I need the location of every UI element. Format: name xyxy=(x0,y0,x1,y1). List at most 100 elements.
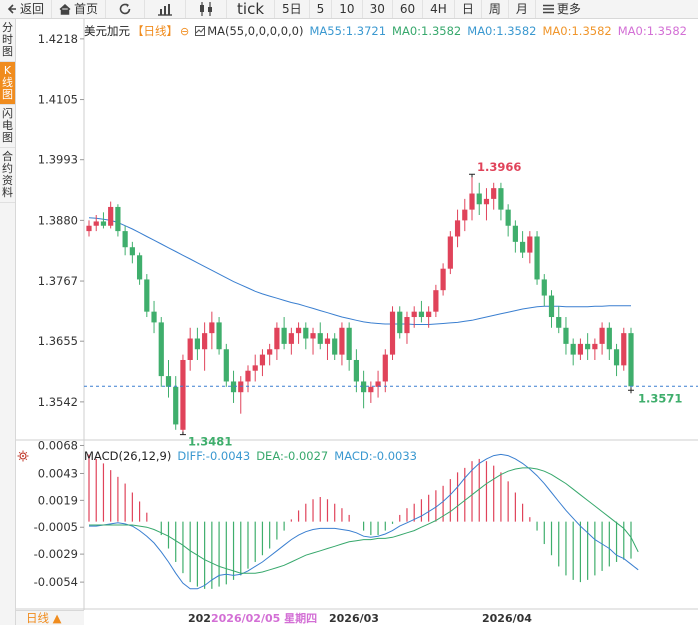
candle-body xyxy=(506,210,511,226)
macd-tick-label: -0.0029 xyxy=(34,547,78,561)
period-day[interactable]: 日 xyxy=(455,0,482,18)
candle-body xyxy=(130,247,135,255)
chart-area[interactable]: 1.4218 1.4105 1.3993 1.3880 1.3767 1.3655 1.35… xyxy=(16,19,698,625)
candle-body xyxy=(448,236,453,268)
candle-type-button[interactable] xyxy=(186,0,227,18)
candle-body xyxy=(361,381,366,392)
ma-setting-icon[interactable] xyxy=(195,26,205,36)
candle-body xyxy=(585,344,590,349)
period-switch-tab[interactable]: 日线 ▲ xyxy=(16,610,84,625)
refresh-icon xyxy=(118,2,132,16)
macd-tick-label: -0.0005 xyxy=(34,520,78,534)
menu-icon xyxy=(543,4,554,14)
price-tick-label: 1.3880 xyxy=(38,213,78,227)
price-tick-label: 1.3993 xyxy=(38,153,78,167)
back-arrow-icon xyxy=(7,4,17,14)
candle-body xyxy=(390,312,395,355)
macd-value: MACD:-0.0033 xyxy=(334,449,417,463)
candle-body xyxy=(224,349,229,381)
period-week[interactable]: 周 xyxy=(482,0,509,18)
candle-body xyxy=(599,328,604,344)
price-tick-label: 1.3655 xyxy=(38,334,78,348)
home-button[interactable]: 首页 xyxy=(52,0,106,18)
dea-value: DEA:-0.0027 xyxy=(256,449,328,463)
indicator-button[interactable] xyxy=(145,0,186,18)
tab-kline[interactable]: K线图 xyxy=(0,62,15,105)
candle-body xyxy=(101,221,106,225)
ma0-value-2: MA0:1.3582 xyxy=(467,24,536,38)
candle-body xyxy=(86,226,91,231)
candle-body xyxy=(274,328,279,349)
period-month[interactable]: 月 xyxy=(509,0,536,18)
candle-body xyxy=(520,242,525,253)
back-button[interactable]: 返回 xyxy=(0,0,52,18)
period-5min[interactable]: 5 xyxy=(310,0,333,18)
candle-body xyxy=(238,381,243,392)
macd-params-label: MACD(26,12,9) xyxy=(84,449,171,463)
period-toggle-icon[interactable]: ⊖ xyxy=(180,25,189,38)
candle-body xyxy=(477,194,482,205)
high-price-label: 1.3966 xyxy=(477,160,521,174)
candle-body xyxy=(462,210,467,221)
candle-body xyxy=(159,322,164,376)
candle-body xyxy=(412,312,417,317)
candlestick-icon xyxy=(198,2,214,16)
candle-body xyxy=(188,339,193,360)
tick-button[interactable]: tick xyxy=(227,0,275,18)
top-toolbar: 返回 首页 tick 5日 5 10 30 60 4H 日 周 月 更多 xyxy=(0,0,698,19)
candle-body xyxy=(607,328,612,349)
ma0-value-1: MA0:1.3582 xyxy=(392,24,461,38)
candle-body xyxy=(318,333,323,344)
candle-body xyxy=(245,371,250,382)
tab-contract-info[interactable]: 合约资料 xyxy=(0,148,15,203)
price-tick-label: 1.3767 xyxy=(38,274,78,288)
ma55-value: MA55:1.3721 xyxy=(309,24,386,38)
candle-body xyxy=(166,376,171,387)
macd-tick-label: -0.0054 xyxy=(34,575,78,589)
left-sidebar: 分时图 K线图 闪电图 合约资料 xyxy=(0,19,16,625)
candle-body xyxy=(289,333,294,344)
candle-body xyxy=(137,255,142,279)
candle-body xyxy=(354,360,359,381)
ma0-value-4: MA0:1.3582 xyxy=(618,24,687,38)
x-tick-label: 2026/02/05 星期四 xyxy=(211,611,317,625)
home-label: 首页 xyxy=(74,0,98,18)
candle-body xyxy=(325,339,330,344)
period-4h[interactable]: 4H xyxy=(423,0,455,18)
last-price-label: 1.3571 xyxy=(638,391,682,405)
candle-body xyxy=(542,279,547,295)
candle-body xyxy=(592,344,597,349)
macd-tick-label: 0.0019 xyxy=(38,493,78,507)
candle-body xyxy=(310,333,315,338)
candle-body xyxy=(383,355,388,382)
more-button[interactable]: 更多 xyxy=(536,0,588,18)
candle-body xyxy=(123,231,128,247)
period-60min[interactable]: 60 xyxy=(393,0,423,18)
candle-body xyxy=(534,236,539,279)
refresh-button[interactable] xyxy=(106,0,145,18)
macd-legend: MACD(26,12,9) DIFF:-0.0043 DEA:-0.0027 M… xyxy=(20,449,417,463)
candle-body xyxy=(368,387,373,392)
period-30min[interactable]: 30 xyxy=(363,0,393,18)
period-5day[interactable]: 5日 xyxy=(275,0,310,18)
candle-body xyxy=(94,221,99,225)
candle-body xyxy=(202,333,207,349)
bar-chart-icon xyxy=(157,3,173,16)
candle-body xyxy=(253,365,258,370)
candle-body xyxy=(614,349,619,365)
candle-body xyxy=(455,220,460,236)
tab-flash-chart[interactable]: 闪电图 xyxy=(0,105,15,148)
macd-tick-label: 0.0043 xyxy=(38,466,78,480)
period-10min[interactable]: 10 xyxy=(332,0,362,18)
low-price-label: 1.3481 xyxy=(188,435,232,449)
price-legend: 美元加元 【日线】 ⊖ MA(55,0,0,0,0,0) MA55:1.3721… xyxy=(84,23,687,39)
tab-timeshare[interactable]: 分时图 xyxy=(0,19,15,62)
ma-params-label: MA(55,0,0,0,0,0) xyxy=(207,24,303,38)
x-tick-label: 202 xyxy=(188,612,211,625)
candle-body xyxy=(180,360,185,430)
candle-body xyxy=(433,290,438,311)
period-label: 【日线】 xyxy=(132,23,178,39)
candle-body xyxy=(144,279,149,311)
candle-body xyxy=(260,355,265,366)
candle-body xyxy=(216,322,221,349)
